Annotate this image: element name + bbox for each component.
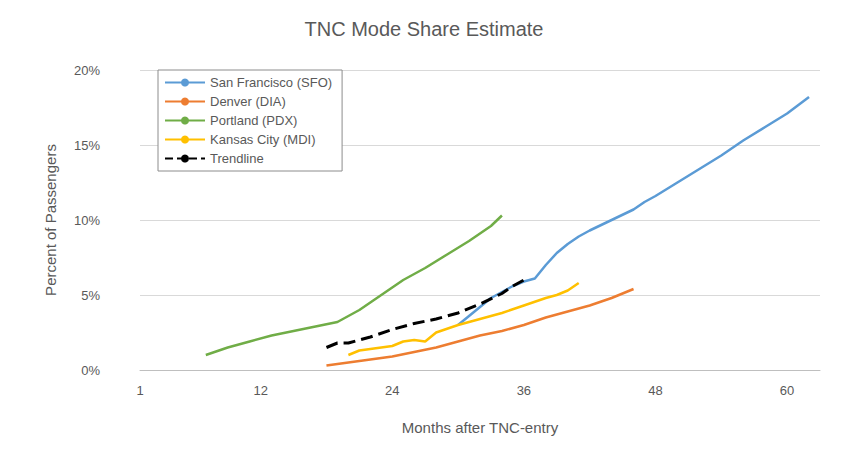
svg-text:Denver (DIA): Denver (DIA) [210, 94, 286, 109]
svg-text:San Francisco (SFO): San Francisco (SFO) [210, 75, 332, 90]
svg-text:36: 36 [517, 383, 531, 398]
svg-text:48: 48 [648, 383, 662, 398]
svg-text:Trendline: Trendline [210, 151, 264, 166]
svg-text:20%: 20% [74, 63, 100, 78]
svg-text:Percent of Passengers: Percent of Passengers [42, 144, 59, 296]
svg-text:Kansas City (MDI): Kansas City (MDI) [210, 132, 315, 147]
svg-text:Months after TNC-entry: Months after TNC-entry [402, 419, 559, 436]
svg-text:10%: 10% [74, 213, 100, 228]
svg-text:0%: 0% [81, 363, 100, 378]
svg-text:12: 12 [253, 383, 267, 398]
svg-text:TNC Mode Share Estimate: TNC Mode Share Estimate [305, 18, 544, 40]
svg-text:5%: 5% [81, 288, 100, 303]
svg-text:60: 60 [780, 383, 794, 398]
svg-text:24: 24 [385, 383, 399, 398]
svg-text:Portland (PDX): Portland (PDX) [210, 113, 297, 128]
svg-text:1: 1 [136, 383, 143, 398]
svg-text:15%: 15% [74, 138, 100, 153]
